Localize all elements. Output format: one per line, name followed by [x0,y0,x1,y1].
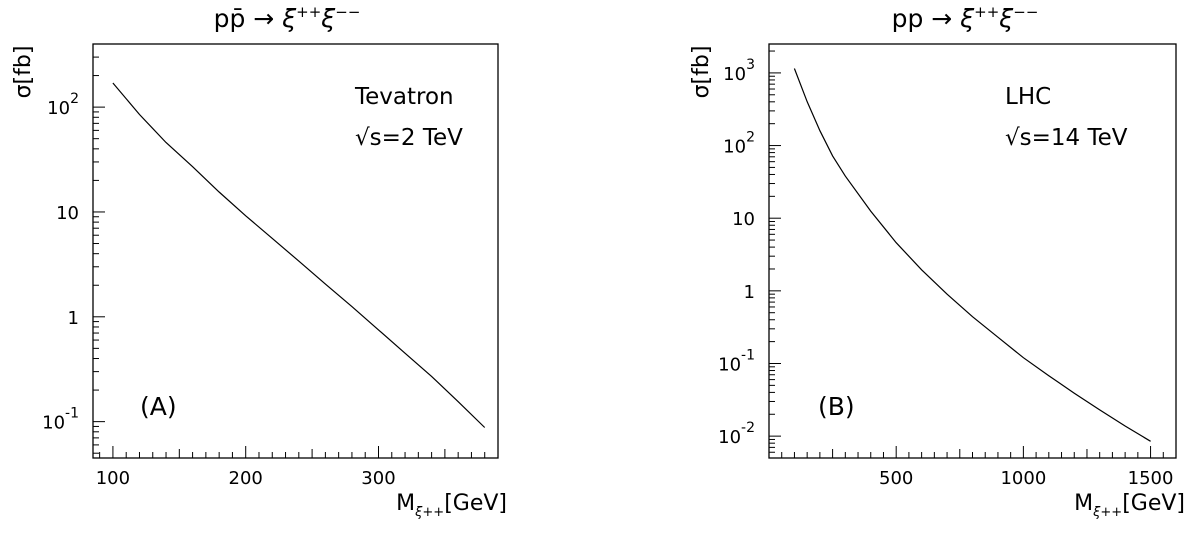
panel-b-x-tick-label: 1000 [1000,468,1046,489]
panel-a-ylabel: σ[fb] [11,46,36,99]
panel-a-curve [112,82,486,428]
panel-b-xlabel: Mξ++[GeV] [1074,491,1185,520]
panel-b: pp → ξ++ξ−− 10-2 10-1 1 10 102 103 500 1000 150… [689,3,1185,520]
panel-b-y-tick-label: 10-1 [718,347,755,375]
panel-a-title: pp̄ → ξ++ξ−− [214,3,361,33]
panel-b-curve [793,68,1151,442]
panel-a-x-tick-label: 100 [96,468,130,489]
panel-b-x-tick-label: 1500 [1128,468,1174,489]
panel-a-x-tick-label: 300 [361,468,395,489]
panel-b-y-tick-label: 10 [732,209,755,230]
panel-a-y-tick-label: 102 [47,91,79,119]
panel-a-annotation-line-1: Tevatron [354,84,454,110]
panel-b-annotation-line-1: LHC [1005,84,1051,110]
panel-b-annotation-line-2: √s=14 TeV [1005,125,1128,151]
panel-a-frame [92,43,499,459]
panel-b-ylabel: σ[fb] [689,46,714,99]
panel-a-annotation-line-2: √s=2 TeV [355,125,463,151]
panel-b-title: pp → ξ++ξ−− [892,3,1039,33]
panel-a-label: (A) [140,392,177,421]
panel-b-y-tick-label: 1 [744,282,755,303]
panel-b-y-tick-label: 103 [723,57,755,85]
panel-b-label: (B) [818,392,855,421]
panel-a-xlabel: Mξ++[GeV] [396,491,507,520]
panel-a-y-tick-label: 10-1 [42,406,79,434]
panel-b-x-tick-label: 500 [879,468,913,489]
panel-b-y-tick-label: 10-2 [718,420,755,448]
panel-a-y-tick-label: 1 [68,308,79,329]
panel-b-y-tick-label: 102 [723,130,755,158]
panel-a-y-tick-label: 10 [56,203,79,224]
panel-a-x-tick-label: 200 [229,468,263,489]
